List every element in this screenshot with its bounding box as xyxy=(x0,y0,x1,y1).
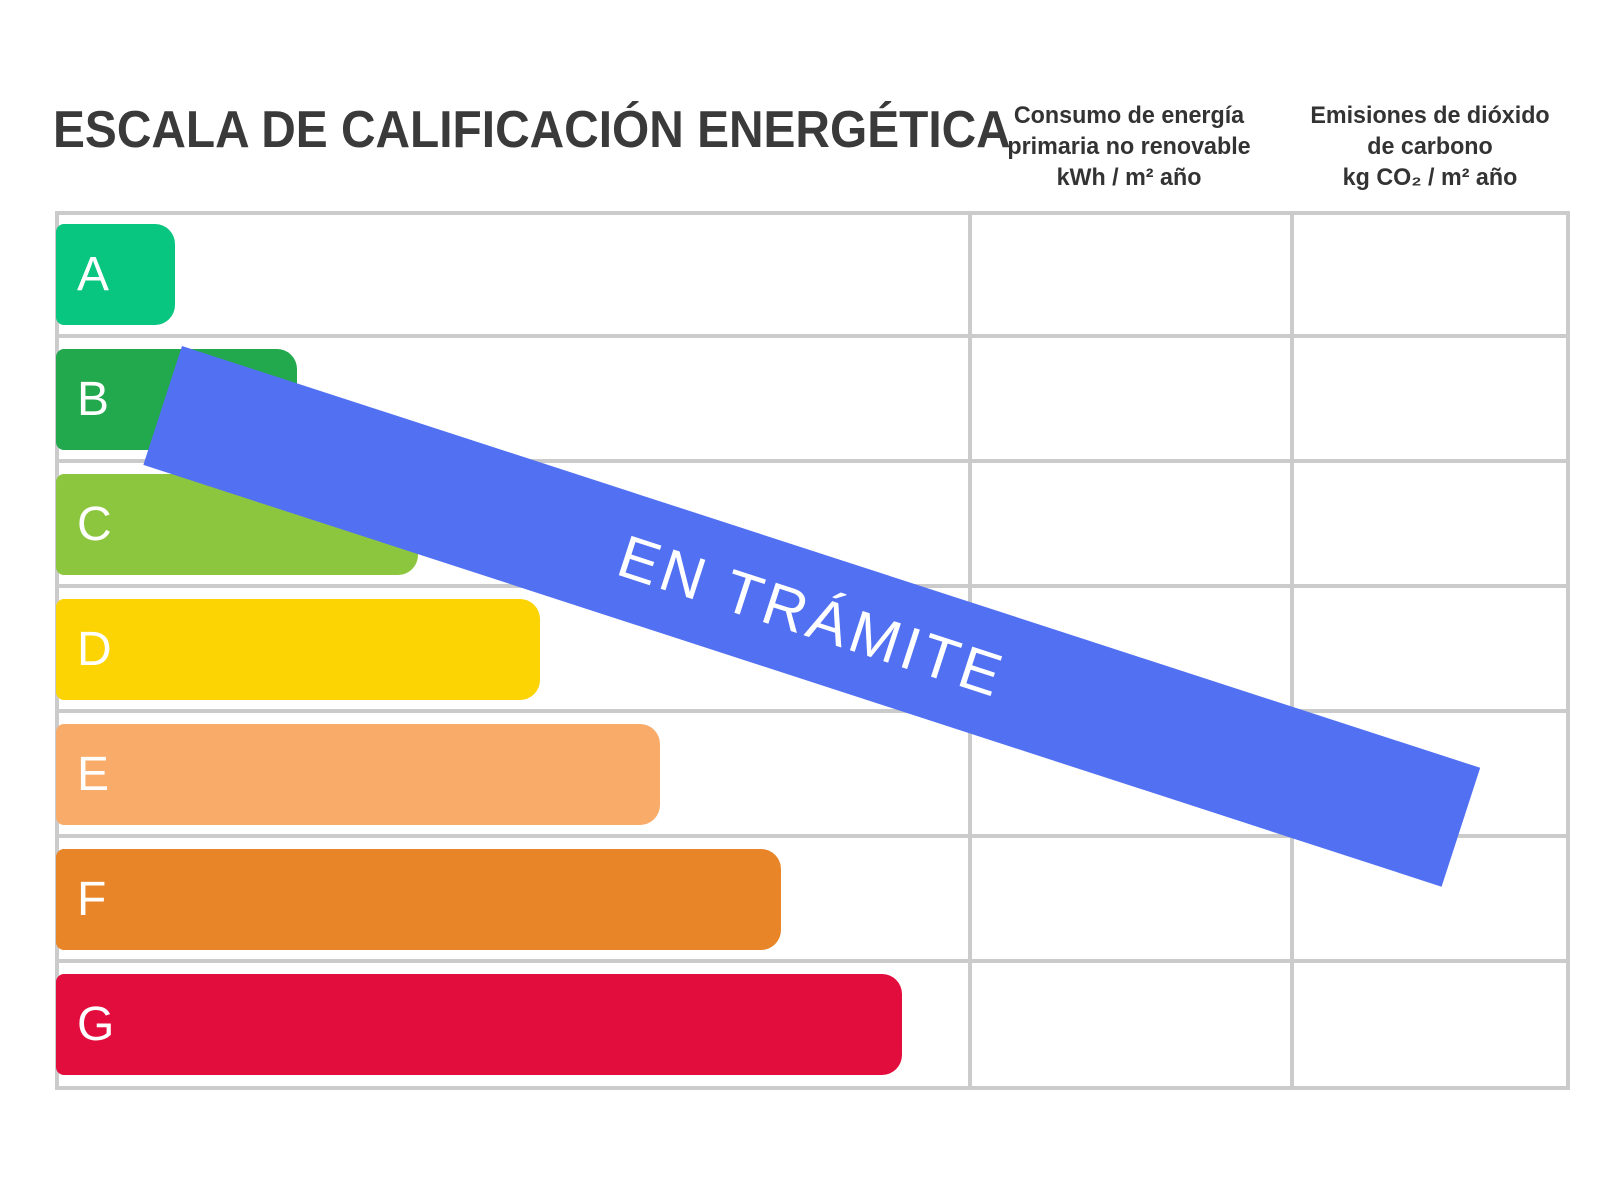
rating-bar-letter-F: F xyxy=(77,872,107,926)
rating-bar-F: F xyxy=(56,849,781,950)
page-title: ESCALA DE CALIFICACIÓN ENERGÉTICA xyxy=(53,101,1011,159)
column-header-emissions-line2: de carbono xyxy=(1367,133,1493,160)
column-header-consumption: Consumo de energía primaria no renovable… xyxy=(959,100,1299,193)
grid-line-row1 xyxy=(55,334,1570,338)
column-header-consumption-line2: primaria no renovable xyxy=(1007,133,1251,160)
column-header-emissions: Emisiones de dióxido de carbono kg CO₂ /… xyxy=(1270,100,1590,193)
grid-line-col-emissions xyxy=(1290,211,1294,1090)
grid-line-row6 xyxy=(55,959,1570,963)
rating-bar-letter-C: C xyxy=(77,497,112,551)
rating-bar-letter-E: E xyxy=(77,747,110,801)
grid-line-right xyxy=(1566,211,1570,1090)
column-header-emissions-line3: kg CO₂ / m² año xyxy=(1342,164,1518,191)
rating-bar-D: D xyxy=(56,599,540,700)
rating-bar-A: A xyxy=(56,224,175,325)
column-header-emissions-line1: Emisiones de dióxido xyxy=(1310,102,1550,129)
rating-bar-E: E xyxy=(56,724,660,825)
column-header-consumption-line1: Consumo de energía xyxy=(1013,102,1245,129)
rating-bar-letter-B: B xyxy=(77,372,110,426)
rating-bar-letter-D: D xyxy=(77,622,112,676)
grid-line-row4 xyxy=(55,709,1570,713)
grid-line-top xyxy=(55,211,1570,215)
rating-bar-letter-G: G xyxy=(77,997,115,1051)
grid-line-bottom xyxy=(55,1086,1570,1090)
rating-bar-G: G xyxy=(56,974,902,1075)
column-header-consumption-line3: kWh / m² año xyxy=(1056,164,1202,191)
grid-line-row2 xyxy=(55,459,1570,463)
rating-bar-letter-A: A xyxy=(77,247,110,301)
grid-line-row5 xyxy=(55,834,1570,838)
